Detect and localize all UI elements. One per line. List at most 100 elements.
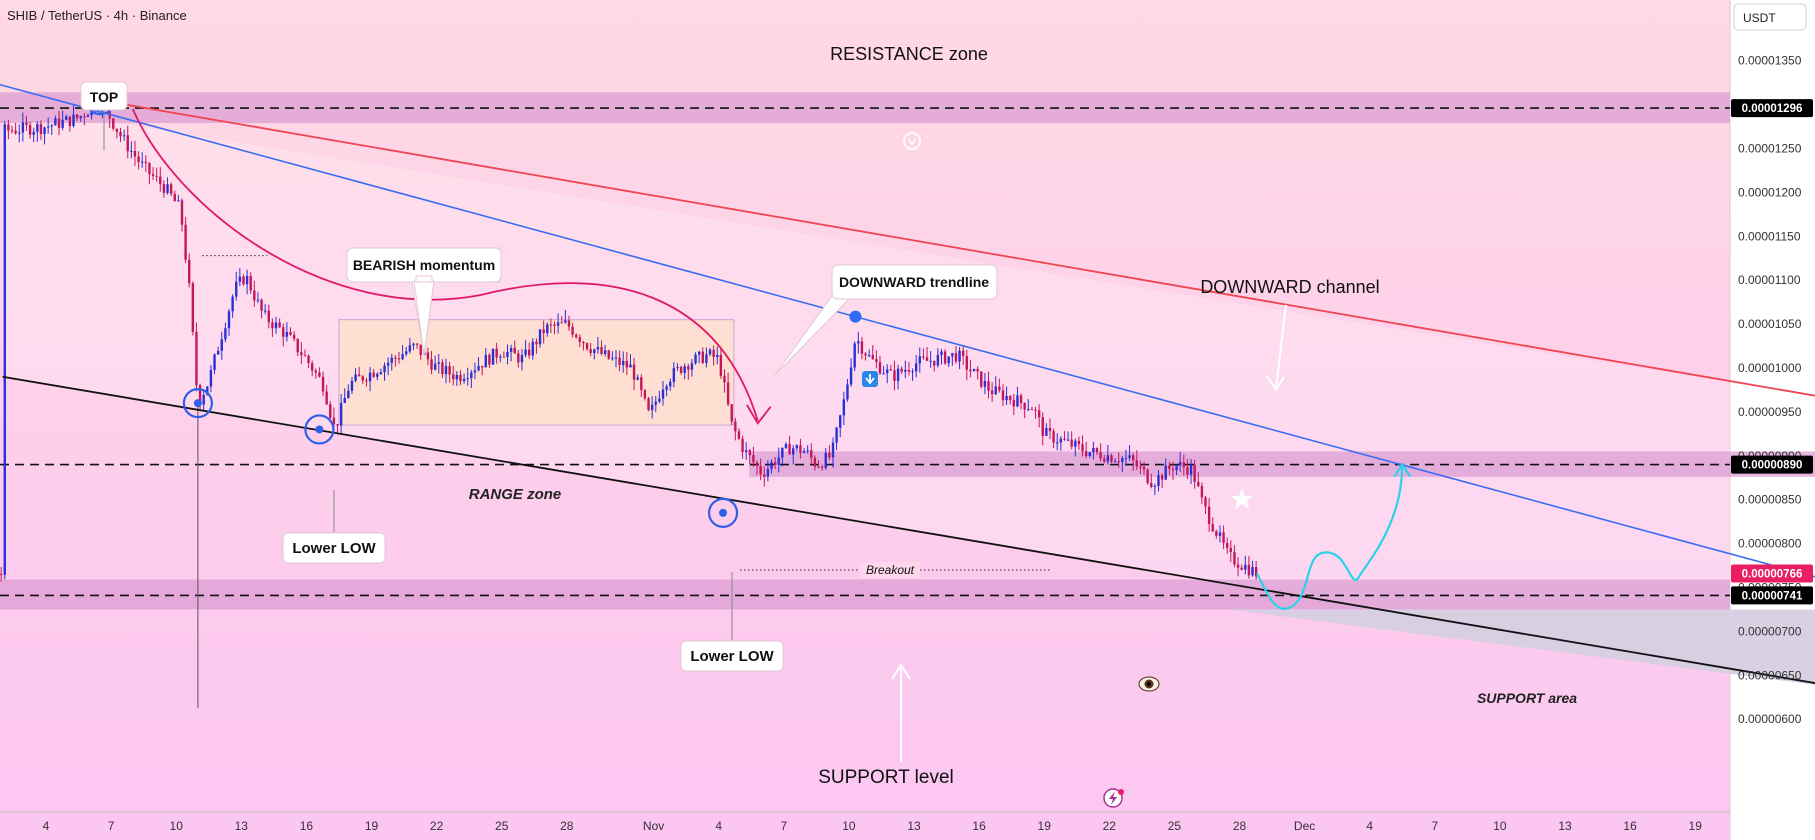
y-tick-label: 0.00001350 bbox=[1738, 54, 1802, 68]
candle-body bbox=[527, 349, 531, 356]
candle-body bbox=[249, 275, 252, 291]
candle-body bbox=[980, 371, 983, 387]
range-box bbox=[197, 255, 735, 708]
breakout-label: Breakout bbox=[866, 563, 915, 577]
candle-body bbox=[661, 389, 665, 399]
alert-arrow-icon[interactable] bbox=[903, 132, 921, 150]
candle-body bbox=[1074, 440, 1077, 447]
lightning-event-icon[interactable] bbox=[1103, 788, 1124, 808]
candle-body bbox=[542, 329, 545, 334]
candle-body bbox=[976, 368, 979, 372]
candle-body bbox=[1233, 551, 1236, 565]
candle-body bbox=[1041, 417, 1044, 436]
candle-body bbox=[202, 394, 205, 405]
candle-body bbox=[79, 116, 82, 119]
y-tick-label: 0.00000650 bbox=[1738, 668, 1802, 682]
candle-body bbox=[647, 398, 650, 411]
candle-body bbox=[271, 322, 274, 329]
candle-body bbox=[144, 161, 148, 163]
candle-body bbox=[849, 367, 853, 385]
candle-body bbox=[1142, 466, 1146, 470]
candle-body bbox=[893, 370, 896, 382]
candle-body bbox=[470, 372, 473, 379]
x-tick-label: 22 bbox=[430, 819, 444, 833]
candle-body bbox=[480, 365, 484, 368]
candle-body bbox=[18, 132, 21, 134]
candle-body bbox=[1211, 524, 1214, 532]
candle-body bbox=[752, 455, 755, 463]
first-low-marker[interactable] bbox=[182, 388, 213, 419]
candle-body bbox=[1240, 567, 1243, 570]
candle-body bbox=[954, 353, 958, 362]
lower-low-marker-2[interactable] bbox=[707, 497, 739, 528]
y-tick-label: 0.00001150 bbox=[1738, 229, 1801, 243]
y-tick-label: 0.00001000 bbox=[1738, 361, 1802, 375]
candle-body bbox=[867, 354, 871, 356]
candle-body bbox=[122, 135, 126, 137]
x-tick-label: 16 bbox=[300, 819, 314, 833]
candle-body bbox=[1023, 403, 1026, 410]
candle-body bbox=[643, 390, 647, 399]
y-tick-label: 0.00001250 bbox=[1738, 142, 1802, 156]
candle-body bbox=[260, 299, 263, 311]
support-area-fill bbox=[1228, 609, 1815, 685]
download-marker-icon[interactable] bbox=[862, 371, 878, 387]
currency-selector[interactable]: USDT bbox=[1733, 3, 1807, 31]
x-tick-label: 28 bbox=[560, 819, 574, 833]
candle-body bbox=[506, 351, 509, 358]
x-tick-label: 25 bbox=[1168, 819, 1182, 833]
trendline-touch-dot[interactable] bbox=[849, 310, 862, 323]
candle-body bbox=[191, 283, 195, 332]
lower-low-label-2: Lower LOW bbox=[690, 648, 774, 665]
downward-trendline[interactable] bbox=[0, 68, 1815, 621]
star-icon bbox=[1231, 488, 1253, 509]
candle-body bbox=[133, 150, 137, 157]
candle-body bbox=[1139, 466, 1142, 468]
downward-channel-arrow bbox=[1266, 304, 1287, 392]
candle-body bbox=[343, 398, 346, 403]
candle-body bbox=[607, 350, 610, 359]
candle-body bbox=[401, 354, 404, 360]
candle-body bbox=[1189, 464, 1193, 475]
candle-body bbox=[14, 130, 17, 134]
candle-body bbox=[795, 445, 799, 449]
resistance-line[interactable] bbox=[100, 99, 1815, 403]
downward-trendline-label: DOWNWARD trendline bbox=[839, 274, 989, 290]
candle-body bbox=[433, 363, 437, 370]
candle-body bbox=[336, 424, 339, 426]
x-tick-label: 16 bbox=[972, 819, 986, 833]
candle-body bbox=[857, 341, 860, 344]
candle-body bbox=[585, 343, 589, 350]
candle-body bbox=[933, 360, 936, 366]
candle-body bbox=[687, 366, 690, 370]
candle-body bbox=[1016, 395, 1019, 407]
candle-body bbox=[1135, 460, 1138, 467]
candle-body bbox=[549, 324, 553, 326]
candle-body bbox=[220, 339, 223, 351]
candle-body bbox=[799, 445, 802, 453]
candle-body bbox=[224, 328, 227, 340]
currency-badge: USDT bbox=[1743, 11, 1776, 25]
candle-body bbox=[766, 468, 770, 477]
candle-body bbox=[1150, 482, 1153, 487]
resistance-zone-label: RESISTANCE zone bbox=[830, 44, 988, 64]
support-level-label: SUPPORT level bbox=[818, 767, 954, 788]
candle-body bbox=[242, 276, 245, 285]
candle-body bbox=[491, 348, 495, 365]
candle-body bbox=[636, 377, 639, 380]
candle-body bbox=[535, 341, 538, 345]
candle-body bbox=[477, 365, 480, 371]
lower-low-marker-1[interactable] bbox=[304, 414, 335, 445]
candle-body bbox=[737, 431, 741, 439]
candle-body bbox=[1236, 564, 1240, 568]
candle-body bbox=[1222, 532, 1225, 544]
candle-body bbox=[1045, 427, 1048, 436]
candle-body bbox=[853, 343, 856, 368]
candle-body bbox=[1095, 447, 1099, 453]
candle-body bbox=[206, 386, 209, 395]
top-label: TOP bbox=[90, 89, 119, 105]
y-tick-label: 0.00000950 bbox=[1738, 405, 1802, 419]
candle-body bbox=[25, 122, 28, 126]
support-line[interactable] bbox=[2, 375, 1815, 689]
